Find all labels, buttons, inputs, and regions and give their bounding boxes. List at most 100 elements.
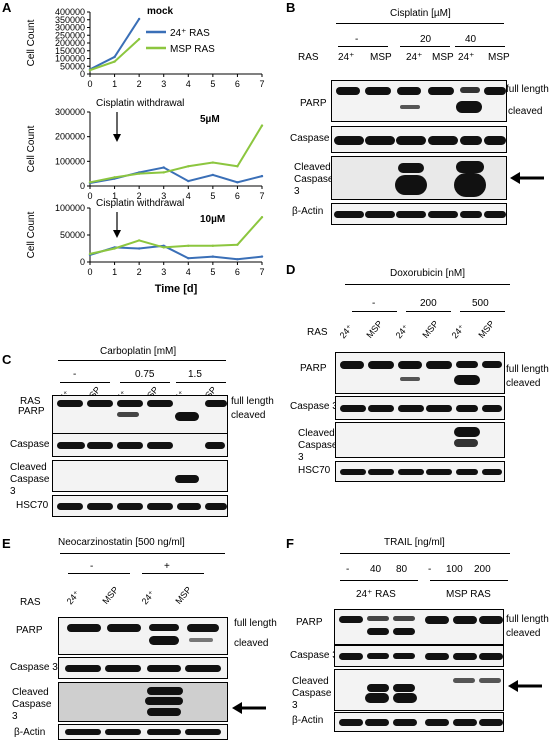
panel-b-row-actin: β-Actin: [292, 206, 324, 217]
chart-a0-xtick-label: 5: [210, 79, 215, 89]
panel-c-blot-caspase3: [52, 433, 228, 457]
chart-a1-dose-label: 5µM: [200, 114, 220, 125]
chart-a1-ytick-label: 200000: [55, 132, 85, 142]
chart-a1-series-msp-point: [113, 176, 116, 179]
chart-a1-withdrawal-label: Cisplatin withdrawal: [96, 98, 184, 109]
panel-c-full-length: full length: [231, 396, 274, 407]
panel-d-full-length: full length: [506, 364, 549, 375]
panel-c-dose-1: 0.75: [135, 369, 155, 380]
panel-b-row-parp: PARP: [300, 98, 327, 109]
panel-b-full-length: full length: [506, 84, 549, 95]
panel-d-blot-parp: [335, 352, 505, 394]
panel-c-row-hsc70: HSC70: [16, 500, 49, 511]
panel-d-lane-2: 24⁺: [393, 322, 411, 341]
chart-a1-xtick-label: 2: [137, 191, 142, 201]
chart-a0-series-msp-point: [137, 37, 141, 41]
panel-c-row-parp: PARP: [18, 406, 45, 417]
panel-e-lane-2: 24⁺: [139, 588, 157, 607]
panel-f-row-cleaved-caspase3: Cleaved Caspase 3: [292, 676, 332, 711]
panel-e-blot-actin: [58, 724, 228, 740]
panel-c-title: Carboplatin [mM]: [100, 346, 177, 357]
chart-a2-ytick-label: 100000: [55, 203, 85, 213]
chart-a0-xtick-label: 6: [235, 79, 240, 89]
panel-b-blot-parp: [331, 80, 507, 122]
panel-b-arrow: [510, 172, 544, 184]
chart-a0-series-ras24-point: [113, 55, 116, 59]
chart-a2-series-msp-point: [137, 239, 141, 242]
chart-a0-ytick-label: 250000: [55, 30, 85, 40]
chart-a0-ytick-label: 0: [80, 69, 85, 79]
chart-a-legend-label-ras24: 24⁺ RAS: [170, 28, 210, 39]
chart-a2-xtick-label: 7: [259, 267, 264, 277]
panel-b-blot-cleaved-caspase3: [331, 156, 507, 200]
chart-a1-series-msp-point: [260, 124, 264, 127]
panel-f-cleaved: cleaved: [506, 628, 541, 639]
panel-d-row-caspase3: Caspase 3: [290, 401, 338, 412]
panel-f-letter: F: [286, 536, 294, 551]
chart-a2-series-msp-point: [88, 252, 92, 256]
chart-a2-ytick-label: 50000: [60, 230, 85, 240]
panel-f-blot-parp: [334, 609, 504, 645]
panel-c-blot-parp: [52, 395, 228, 435]
panel-b-letter: B: [286, 0, 296, 15]
chart-a2-series-msp-point: [211, 244, 215, 247]
panel-e-blot-caspase3: [58, 657, 228, 679]
panel-b-row-caspase3: Caspase 3: [290, 133, 338, 144]
chart-a2-series-ras24-point: [211, 255, 215, 258]
panel-c-row-cleaved-caspase3: Cleaved Caspase 3: [10, 462, 50, 497]
chart-a2-series-ras24-point: [187, 257, 190, 260]
chart-a2-xtick-label: 0: [87, 267, 92, 277]
panel-e-blot-parp: [58, 617, 228, 655]
chart-a1-xtick-label: 5: [210, 191, 215, 201]
panel-e-dose-0: -: [90, 561, 94, 572]
panel-d-blot-hsc70: [335, 461, 505, 482]
panel-e-title: Neocarzinostatin [500 ng/ml]: [58, 537, 185, 548]
panel-b-dose-0: -: [355, 34, 359, 45]
panel-a-line-charts: 0500001000001500002000002500003000003500…: [26, 6, 265, 295]
panel-b-lane-2: 24⁺: [406, 52, 423, 63]
chart-a0-ytick-label: 50000: [60, 61, 85, 71]
chart-a0-xtick-label: 7: [259, 79, 264, 89]
panel-c-cleaved: cleaved: [231, 410, 266, 421]
panel-d-ras-label: RAS: [307, 327, 328, 338]
panel-e-lane-0: 24⁺: [64, 588, 82, 607]
panel-f-dose-2: 80: [396, 564, 408, 575]
chart-a2-ytick-label: 0: [80, 257, 85, 267]
panel-a-letter: A: [2, 0, 12, 15]
panel-d-dose-1: 200: [420, 298, 437, 309]
chart-a2-xtick-label: 1: [112, 267, 117, 277]
panel-e-ras-label: RAS: [20, 597, 41, 608]
panel-d-dose-0: -: [372, 298, 376, 309]
chart-a1-y-label: Cell Count: [26, 125, 37, 172]
panel-e-letter: E: [2, 536, 11, 551]
panel-b-title: Cisplatin [µM]: [390, 8, 451, 19]
chart-a1-xtick-label: 0: [87, 191, 92, 201]
panel-c-dose-2: 1.5: [188, 369, 202, 380]
chart-a2-series-msp-point: [260, 215, 264, 219]
chart-a2-y-label: Cell Count: [26, 211, 37, 258]
chart-a2-series-msp-line: [89, 216, 263, 255]
panel-e-lane-3: MSP: [173, 584, 194, 606]
panel-d-dose-2: 500: [472, 298, 489, 309]
chart-a1-series-ras24-point: [211, 173, 215, 177]
panel-b-dose-1: 20: [420, 34, 432, 45]
chart-a2-series-ras24-point: [260, 255, 264, 258]
panel-d-lane-5: MSP: [476, 318, 497, 340]
panel-e-row-cleaved-caspase3: Cleaved Caspase 3: [12, 687, 52, 722]
panel-f-group-0: 24⁺ RAS: [356, 589, 396, 600]
chart-a-x-label: Time [d]: [155, 283, 198, 295]
chart-a1-series-ras24-point: [187, 179, 190, 183]
panel-d-blot-cleaved-caspase3: [335, 422, 505, 458]
panel-d-lane-3: MSP: [420, 318, 441, 340]
chart-a1-withdrawal-arrowhead: [113, 134, 121, 142]
chart-a1-series-ras24-point: [236, 181, 239, 184]
panel-d-blot-caspase3: [335, 396, 505, 420]
chart-a1-series-msp-line: [89, 125, 263, 184]
panel-b-ras-label: RAS: [298, 52, 319, 63]
chart-a0-series-ras24-point: [137, 17, 141, 21]
chart-a0-ytick-label: 200000: [55, 38, 85, 48]
panel-f-dose-0: -: [346, 564, 350, 575]
panel-d-lane-4: 24⁺: [449, 322, 467, 341]
chart-a2-xtick-label: 4: [186, 267, 191, 277]
panel-f-group-1: MSP RAS: [446, 589, 491, 600]
